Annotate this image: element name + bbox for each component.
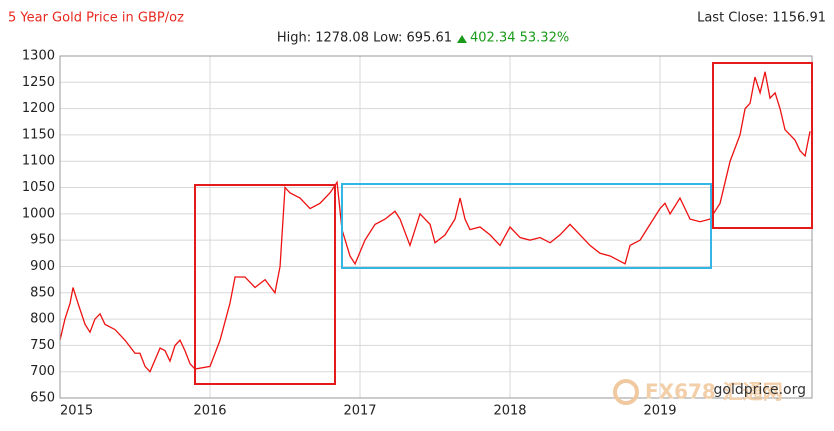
x-tick-label: 2015 xyxy=(60,404,93,419)
y-tick-label: 1200 xyxy=(22,101,55,116)
price-line xyxy=(59,71,811,373)
y-tick-label: 750 xyxy=(30,338,55,353)
y-tick-label: 950 xyxy=(30,233,55,248)
y-tick-label: 1100 xyxy=(22,154,55,169)
x-tick-label: 2019 xyxy=(643,404,676,419)
up-arrow xyxy=(457,35,467,43)
y-tick-label: 900 xyxy=(30,259,55,274)
plot-area xyxy=(59,55,812,399)
y-tick-label: 1050 xyxy=(22,180,55,195)
watermark-logo xyxy=(613,379,639,405)
y-tick-label: 1150 xyxy=(22,127,55,142)
change: 402.34 53.32% xyxy=(470,31,569,46)
y-tick-label: 1300 xyxy=(22,49,55,64)
x-tick-label: 2018 xyxy=(493,404,526,419)
highlight-box xyxy=(341,183,712,269)
y-tick-label: 1000 xyxy=(22,206,55,221)
y-tick-label: 800 xyxy=(30,312,55,327)
highlight-box xyxy=(194,184,336,385)
x-tick-label: 2016 xyxy=(193,404,226,419)
chart-title: 5 Year Gold Price in GBP/oz xyxy=(8,11,184,26)
high-low: High: 1278.08 Low: 695.61 xyxy=(277,31,452,46)
y-tick-label: 700 xyxy=(30,364,55,379)
y-tick-label: 650 xyxy=(30,391,55,406)
y-tick-label: 1250 xyxy=(22,75,55,90)
highlight-box xyxy=(712,62,813,229)
plot-border xyxy=(59,55,813,399)
x-tick-label: 2017 xyxy=(343,404,376,419)
last-close: Last Close: 1156.91 xyxy=(697,11,826,26)
watermark: FX678 汇通网 xyxy=(645,380,783,404)
source: goldprice.org xyxy=(714,382,806,398)
y-tick-label: 850 xyxy=(30,285,55,300)
